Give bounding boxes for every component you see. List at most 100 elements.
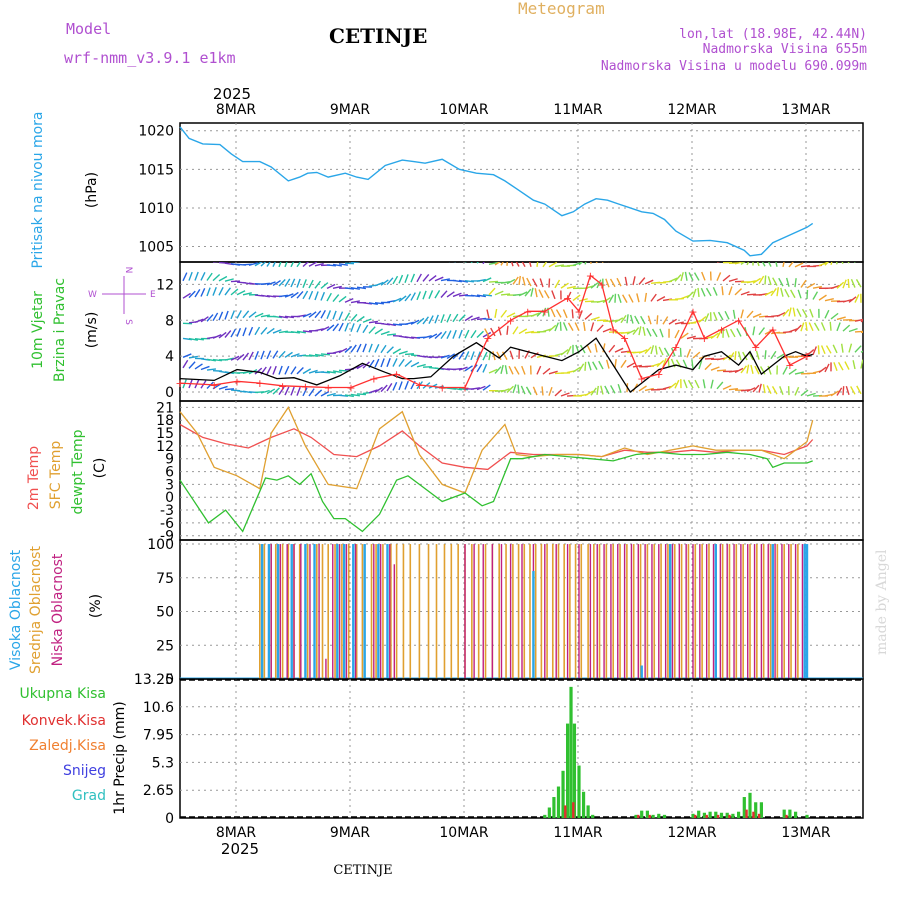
cloud-mid-bar [321,544,324,679]
wind-arrow [663,252,668,259]
wind-arrow [458,329,463,339]
cloud-mid-bar [735,544,738,679]
wind-arrow [320,326,330,332]
wind-arrow [797,289,802,299]
wind-arrow [650,293,657,302]
wind-arrow [218,385,228,390]
wind-arrow [200,288,206,297]
wind-arrow [584,312,593,320]
gust-marker: + [415,379,424,392]
cloud-mid-bar [355,544,358,679]
wind-arrow [464,365,473,372]
wind-arrow [416,273,422,283]
wind-arrow [452,292,462,298]
wind-arrow [374,386,383,393]
day-label-top: 9MAR [330,102,371,118]
wind-arrow [290,330,301,334]
wind-arrow [692,351,701,359]
wind-arrow [779,386,784,395]
wind-arrow [818,294,827,301]
wind-arrow [732,309,736,319]
wind-arrow [332,263,342,267]
wind-arrow [840,343,844,353]
wind-arrow [266,350,272,360]
wind-arrow [506,262,508,266]
wind-arrow [626,362,636,368]
wind-arrow [506,312,516,318]
cloud-low-bar [293,544,295,679]
cloud-mid-bar [529,544,531,679]
wind-arrow [818,366,827,374]
wind-arrow [683,379,688,389]
wind-arrow [780,287,784,297]
wind-arrow [206,368,217,371]
wind-arrow [626,314,629,324]
precip-total-bar [556,786,561,818]
wind-arrow [746,387,756,392]
wind-arrow [356,363,366,370]
wind-arrow [530,287,534,297]
wind-arrow [616,277,622,287]
wind-arrow [338,322,344,332]
wind-arrow [458,279,468,283]
wind-arrow [350,313,358,322]
wind-arrow [794,386,800,396]
wind-arrow [734,262,744,265]
wind-arrow [680,332,689,339]
y-tick-label: 75 [156,571,174,587]
wind-arrow [621,252,624,261]
cloud-mid-bar [646,544,649,679]
wind-arrow [605,278,610,288]
sfc-ylabel: SFC Temp [48,441,64,510]
wind-arrow [572,294,581,302]
cloud-mid-bar [605,544,608,679]
cloud-mid-bar [687,544,690,679]
wind-arrow [386,277,394,286]
day-label-top: 10MAR [439,102,488,118]
cloud-low-bar [726,544,728,679]
wind-arrow [590,316,600,321]
cloud-high-bar [532,571,535,679]
wind-arrow [188,361,196,369]
model-elevation-label: Nadmorska Visina u modelu 690.099m [601,59,867,74]
wind-arrow [837,361,844,371]
cloud-low-bar [603,544,605,679]
wind-arrow [326,370,336,374]
wind-arrow [800,279,807,288]
wind-arrow [550,308,556,318]
wind-arrow [314,353,324,357]
day-label-top: 12MAR [667,102,716,118]
wind-arrow [518,328,528,335]
wind-arrow [434,276,444,282]
pressure-ylabel: Pritisak na nivou mora [30,111,46,268]
wind-arrow [476,294,486,298]
wind-arrow [776,311,786,317]
wind-arrow [195,254,201,260]
wind-arrow [224,330,232,338]
wind-arrow [830,284,840,290]
wind-arrow [314,262,324,267]
wind-arrow [620,314,627,324]
wind-arrow [398,358,405,367]
wind-arrow [242,292,252,296]
wind-arrow [586,344,592,353]
wind-arrow [617,293,622,303]
wind-arrow [536,365,542,375]
wind-arrow [350,344,357,353]
wind-arrow [762,384,766,394]
cloud-mid-bar [551,544,554,679]
wind-arrow [501,351,508,360]
gust-marker: + [324,382,333,395]
wind-arrow [290,386,295,396]
cloud-mid-bar [660,544,662,679]
wind-arrow [497,326,502,336]
wind-arrow [344,262,355,265]
precip-total-bar [702,812,706,818]
elevation-label: Nadmorska Visina 655m [703,42,868,57]
wind-arrow [482,277,492,283]
wind-arrow [820,345,826,355]
cloud-mid-bar [797,544,799,679]
cloud-mid-bar [587,544,589,679]
wind-arrow [776,353,786,359]
wind-arrow [614,347,624,353]
